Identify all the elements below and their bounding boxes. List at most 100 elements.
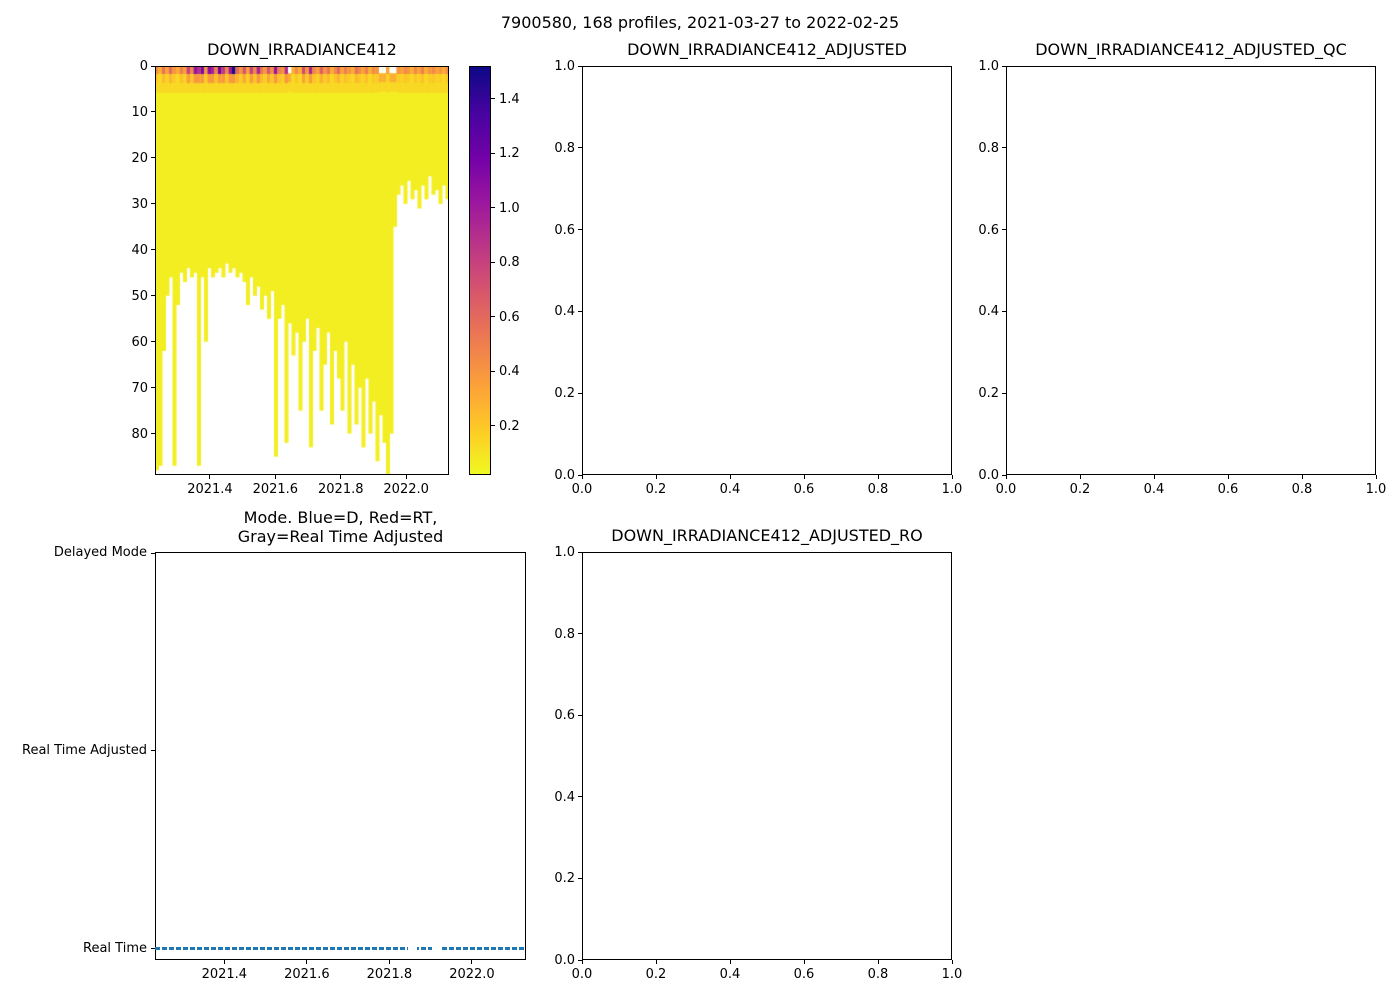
x-tick-mark	[209, 475, 211, 479]
x-tick-label: 1.0	[941, 967, 963, 982]
x-tick-label: 1.0	[941, 482, 963, 497]
y-tick-mark	[578, 310, 582, 312]
mode-line-gap	[407, 945, 418, 951]
mode-y-tick-mark	[151, 948, 155, 950]
y-tick-mark	[151, 433, 155, 435]
y-tick-mark	[1002, 392, 1006, 394]
y-tick-mark	[578, 392, 582, 394]
colorbar-tick-mark	[491, 207, 495, 209]
y-tick-label: 0.4	[978, 304, 999, 320]
colorbar-tick-label: 0.6	[499, 309, 520, 325]
x-tick-label: 0.2	[645, 482, 667, 497]
colorbar-tick-label: 0.8	[499, 255, 520, 271]
y-tick-label: 0.6	[554, 708, 575, 724]
x-tick-label: 0.8	[867, 482, 889, 497]
y-tick-label: 50	[131, 288, 148, 304]
adjusted-axes	[582, 66, 952, 475]
x-tick-label: 0.4	[719, 967, 741, 982]
y-tick-label: 0.8	[554, 626, 575, 642]
y-tick-mark	[578, 633, 582, 635]
y-tick-mark	[1002, 474, 1006, 476]
y-tick-mark	[578, 796, 582, 798]
y-tick-mark	[578, 959, 582, 961]
x-tick-mark	[471, 960, 473, 964]
heatmap-axes	[155, 66, 449, 475]
colorbar-tick-label: 1.2	[499, 146, 520, 162]
y-tick-mark	[578, 714, 582, 716]
mode-realtime-line	[155, 946, 526, 950]
y-tick-label: 0.4	[554, 789, 575, 805]
colorbar-tick-mark	[491, 316, 495, 318]
y-tick-label: 70	[131, 380, 148, 396]
y-tick-label: 0.2	[554, 871, 575, 887]
x-tick-mark	[306, 960, 308, 964]
y-tick-mark	[578, 551, 582, 553]
x-tick-mark	[1301, 475, 1303, 479]
y-tick-label: 1.0	[554, 545, 575, 560]
y-tick-label: 0.8	[554, 140, 575, 156]
y-tick-mark	[1002, 147, 1006, 149]
y-tick-label: 10	[131, 104, 148, 120]
colorbar-tick-mark	[491, 152, 495, 154]
x-tick-label: 2021.6	[284, 967, 330, 982]
x-tick-label: 1.0	[1365, 482, 1387, 497]
x-tick-label: 0.8	[1291, 482, 1313, 497]
y-tick-label: 0.2	[554, 386, 575, 402]
x-tick-mark	[581, 960, 583, 964]
y-tick-label: 0	[139, 59, 148, 74]
y-tick-label: 0.2	[978, 386, 999, 402]
mode-y-tick-mark	[151, 552, 155, 554]
y-tick-label: 0.0	[554, 953, 575, 968]
colorbar	[469, 66, 491, 475]
x-tick-mark	[877, 960, 879, 964]
x-tick-label: 0.4	[719, 482, 741, 497]
x-tick-mark	[655, 960, 657, 964]
colorbar-tick-mark	[491, 425, 495, 427]
x-tick-mark	[1005, 475, 1007, 479]
x-tick-mark	[581, 475, 583, 479]
y-tick-mark	[151, 65, 155, 67]
x-tick-mark	[877, 475, 879, 479]
x-tick-label: 0.0	[571, 482, 593, 497]
colorbar-tick-label: 1.0	[499, 200, 520, 216]
y-tick-mark	[578, 65, 582, 67]
x-tick-mark	[274, 475, 276, 479]
y-tick-label: 0.8	[978, 140, 999, 156]
x-tick-label: 0.6	[1217, 482, 1239, 497]
x-tick-label: 0.4	[1143, 482, 1165, 497]
y-tick-mark	[151, 111, 155, 113]
colorbar-tick-mark	[491, 98, 495, 100]
y-tick-label: 0.0	[554, 468, 575, 483]
x-tick-label: 0.8	[867, 967, 889, 982]
mode-axes	[155, 552, 526, 960]
x-tick-label: 0.0	[995, 482, 1017, 497]
y-tick-label: 60	[131, 334, 148, 350]
y-tick-label: 0.6	[554, 222, 575, 238]
heatmap-plot	[155, 66, 449, 475]
adjusted-ro-axes	[582, 552, 952, 960]
y-tick-mark	[151, 387, 155, 389]
x-tick-label: 2021.4	[201, 967, 248, 982]
y-tick-mark	[578, 147, 582, 149]
y-tick-mark	[1002, 65, 1006, 67]
adjusted-qc-title: DOWN_IRRADIANCE412_ADJUSTED_QC	[1035, 40, 1347, 59]
y-tick-label: 0.4	[554, 304, 575, 320]
x-tick-label: 2022.0	[449, 967, 495, 982]
mode-y-tick-label: Real Time	[83, 940, 147, 956]
mode-y-tick-mark	[151, 750, 155, 752]
x-tick-label: 2022.0	[383, 482, 429, 497]
mode-y-tick-label: Delayed Mode	[53, 545, 147, 561]
y-tick-mark	[1002, 310, 1006, 312]
y-tick-mark	[151, 203, 155, 205]
y-tick-mark	[151, 157, 155, 159]
y-tick-label: 0.0	[978, 468, 999, 483]
y-tick-mark	[151, 249, 155, 251]
x-tick-label: 0.0	[571, 967, 593, 982]
x-tick-mark	[655, 475, 657, 479]
colorbar-tick-mark	[491, 261, 495, 263]
x-tick-label: 0.2	[1069, 482, 1091, 497]
mode-line-gap	[431, 945, 443, 951]
colorbar-tick-label: 1.4	[499, 91, 520, 107]
y-tick-mark	[578, 877, 582, 879]
